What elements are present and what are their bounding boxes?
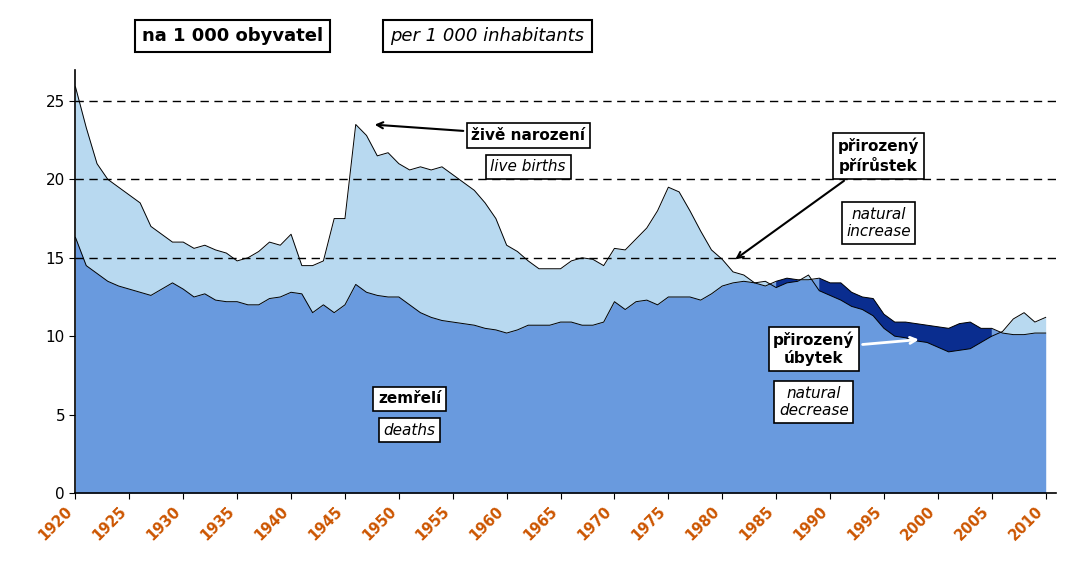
Text: zemřelí: zemřelí [378, 392, 441, 407]
Text: přirozený
přírůstek: přirozený přírůstek [737, 137, 920, 258]
Text: natural
decrease: natural decrease [779, 386, 848, 418]
Text: natural
increase: natural increase [846, 207, 911, 240]
Text: live births: live births [490, 160, 566, 175]
Text: přirozený
úbytek: přirozený úbytek [773, 331, 916, 367]
Text: per 1 000 inhabitants: per 1 000 inhabitants [390, 27, 584, 45]
Text: na 1 000 obyvatel: na 1 000 obyvatel [142, 27, 323, 45]
Text: živě narození: živě narození [377, 122, 585, 143]
Text: deaths: deaths [384, 423, 436, 438]
